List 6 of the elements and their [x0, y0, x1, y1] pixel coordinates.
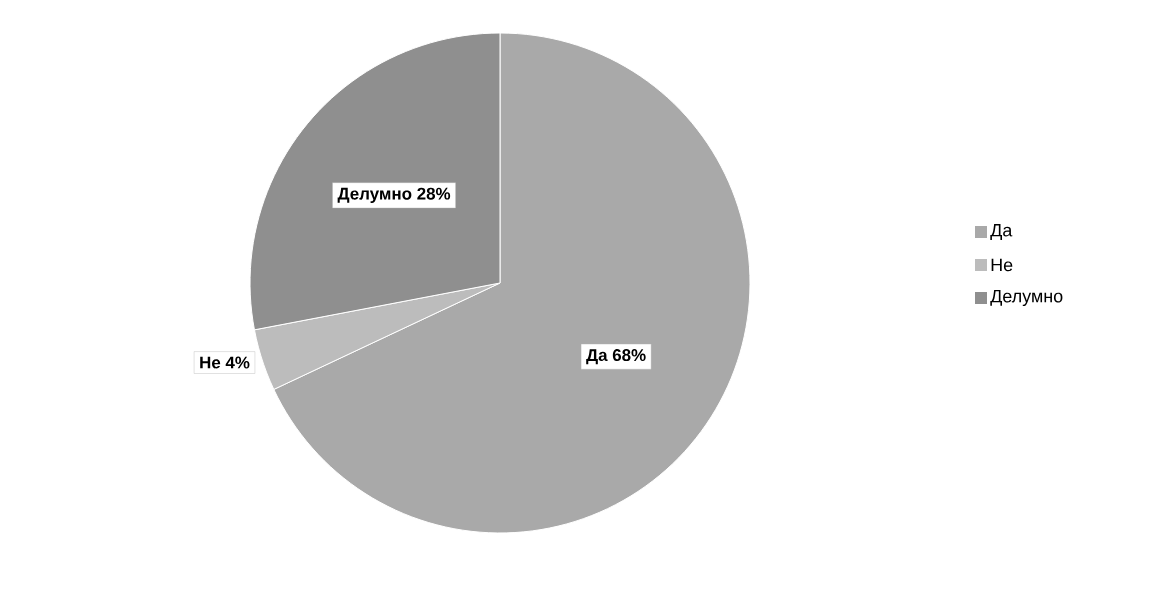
legend-label: Делумно: [990, 289, 1063, 307]
legend-label: Не: [991, 258, 1013, 272]
data-label: Не 4%: [200, 356, 250, 369]
data-label: Делумно 28%: [337, 187, 451, 204]
legend-label: Да: [990, 224, 1013, 240]
data-label: Да 68%: [586, 349, 646, 365]
